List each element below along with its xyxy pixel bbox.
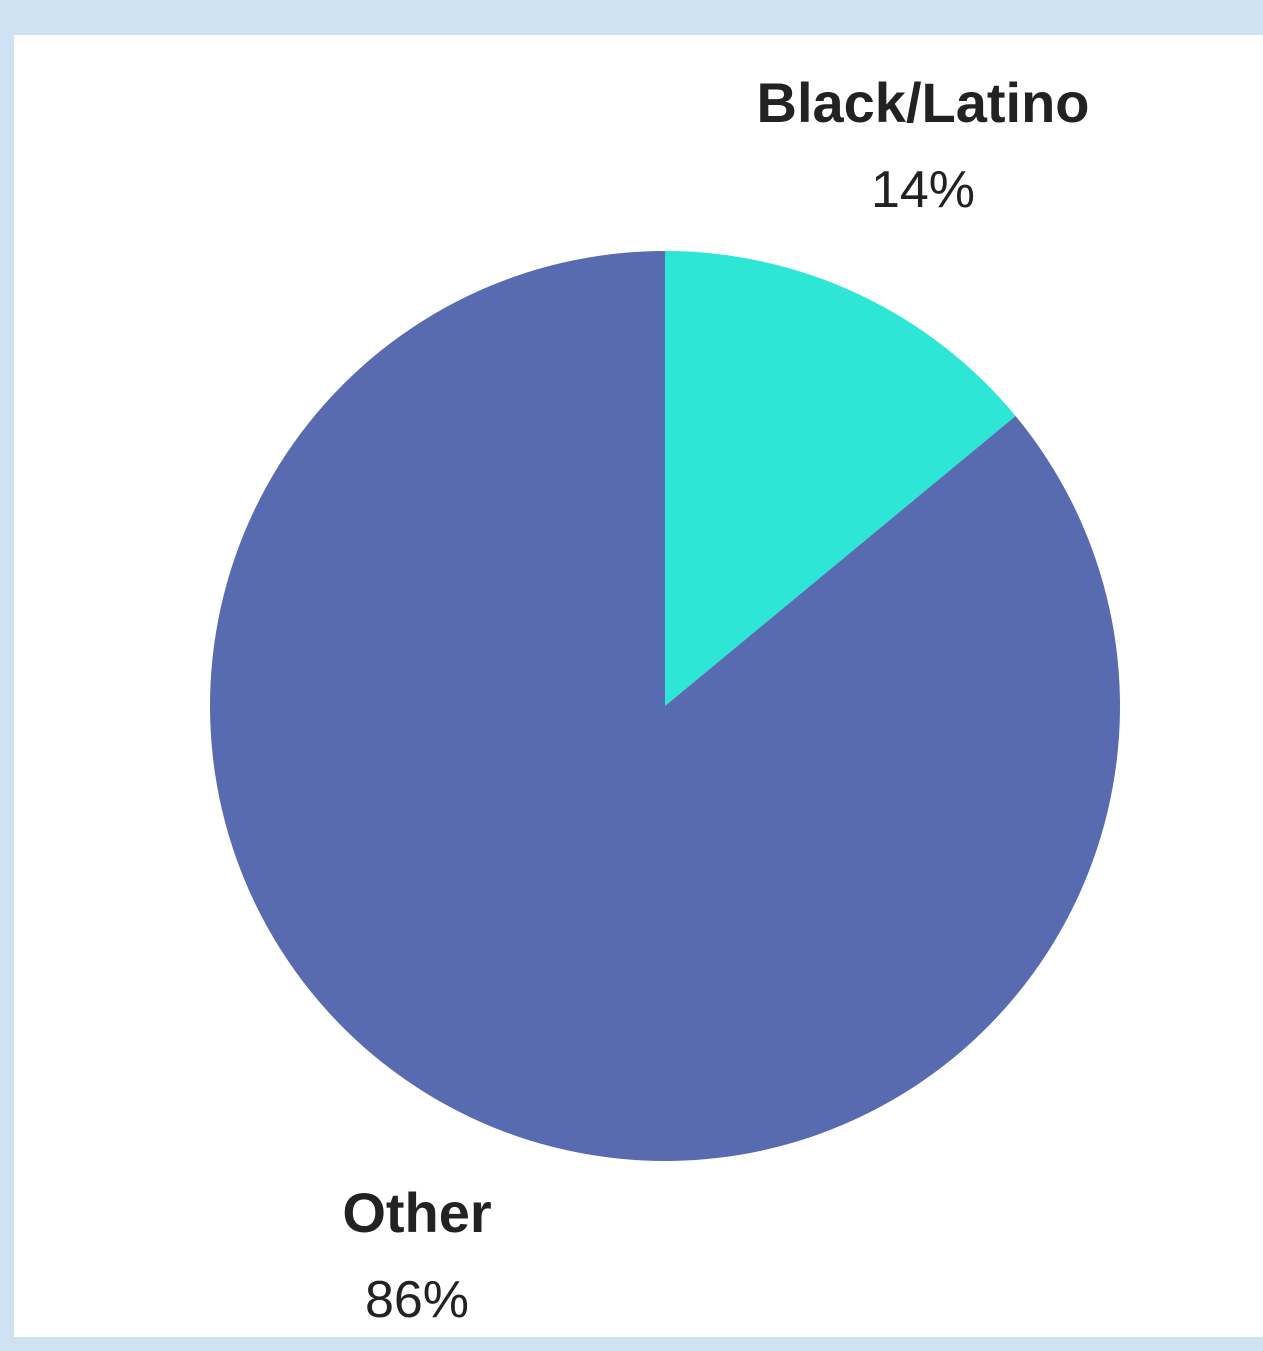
- slice-value-other: 86%: [365, 1271, 469, 1329]
- slice-annotation-other: Other 86%: [342, 1181, 491, 1329]
- slice-label-other: Other: [342, 1181, 491, 1244]
- pie-slice-black-latino: [665, 251, 1016, 706]
- slice-label-black-latino: Black/Latino: [757, 71, 1090, 134]
- slice-annotation-black-latino: Black/Latino 14%: [757, 71, 1090, 219]
- pie-slices: [210, 251, 1120, 1161]
- pie-slice-other: [210, 251, 1120, 1161]
- slice-value-black-latino: 14%: [871, 161, 975, 219]
